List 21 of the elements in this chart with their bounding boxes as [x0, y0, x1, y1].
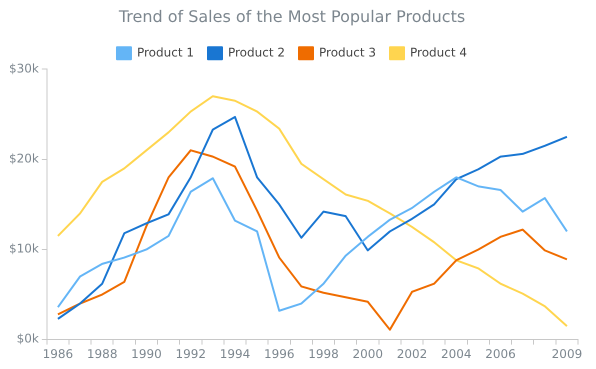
y-tick-label: $10k — [8, 242, 39, 256]
x-tick-label: 1988 — [86, 346, 118, 361]
x-tick-label: 1996 — [264, 346, 295, 361]
x-tick-label: 1998 — [308, 346, 339, 361]
x-tick-label: 1990 — [131, 346, 162, 361]
chart-title: Trend of Sales of the Most Popular Products — [118, 6, 466, 26]
legend-label: Product 1 — [136, 45, 194, 60]
y-tick-label: $30k — [8, 61, 39, 76]
legend-label: Product 2 — [228, 45, 286, 60]
x-tick-label: 2006 — [485, 346, 516, 361]
x-tick-label: 2000 — [352, 346, 384, 361]
y-tick-label: $20k — [8, 151, 39, 166]
x-tick-label: 1986 — [42, 346, 74, 361]
x-tick-label: 2009 — [552, 346, 582, 361]
legend-label: Product 4 — [410, 45, 468, 60]
x-tick-label: 2004 — [441, 346, 472, 361]
y-tick-label: $0k — [16, 332, 39, 346]
x-tick-label: 1994 — [220, 346, 250, 361]
legend-label: Product 3 — [319, 45, 376, 60]
x-tick-label: 2002 — [396, 346, 428, 361]
x-tick-label: 1992 — [175, 346, 206, 361]
